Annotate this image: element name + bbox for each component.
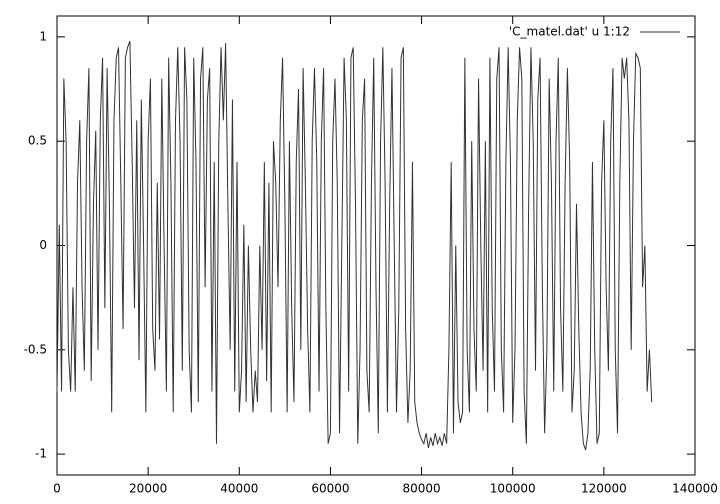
y-tick-label: 0 — [39, 238, 47, 252]
x-tick-label: 0 — [53, 482, 61, 496]
legend-label: 'C_matel.dat' u 1:12 — [509, 25, 630, 39]
x-tick-label: 100000 — [490, 482, 536, 496]
series-line — [56, 40, 653, 451]
y-tick-label: 0.5 — [28, 134, 47, 148]
x-tick-label: 60000 — [311, 482, 349, 496]
x-tick-label: 80000 — [402, 482, 440, 496]
y-tick-label: 1 — [39, 29, 47, 43]
x-tick-label: 120000 — [581, 482, 627, 496]
x-tick-label: 20000 — [129, 482, 167, 496]
y-tick-label: -0.5 — [24, 342, 47, 356]
x-tick-label: 140000 — [672, 482, 718, 496]
y-tick-label: -1 — [35, 447, 47, 461]
x-tick-label: 40000 — [220, 482, 258, 496]
